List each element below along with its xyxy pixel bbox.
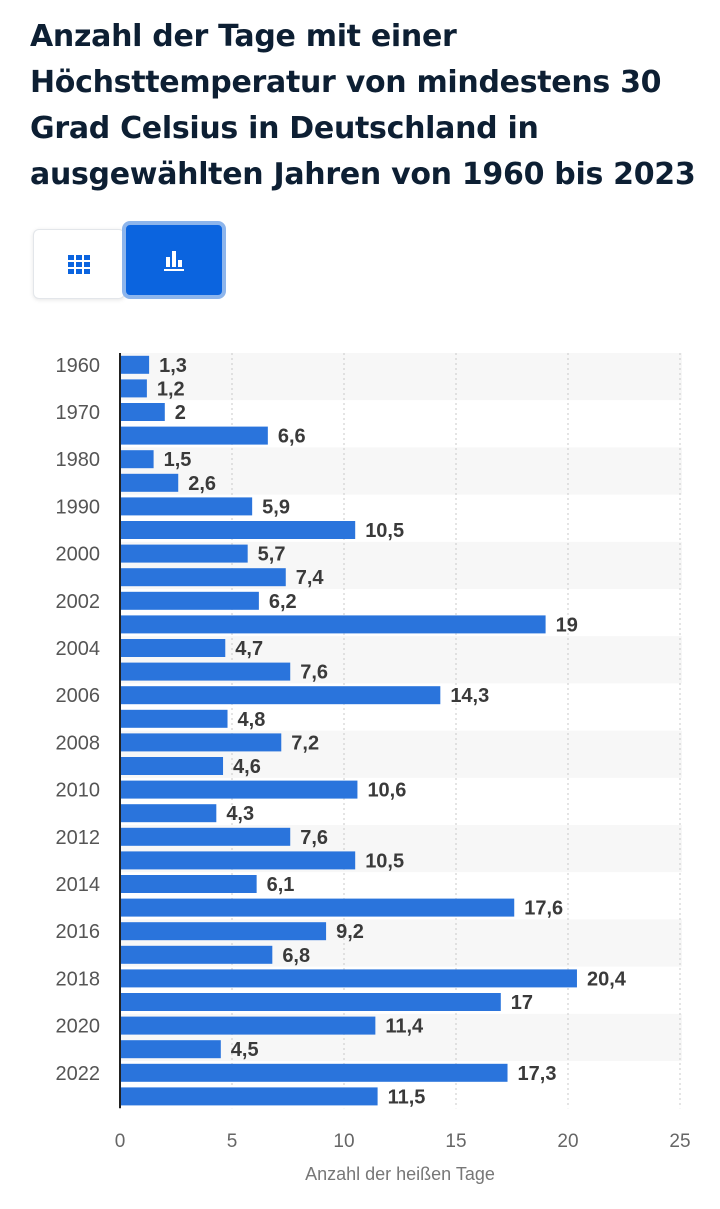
bar [120,1087,378,1106]
bar [120,568,286,587]
bar [120,591,259,610]
y-tick-label: 1990 [56,496,101,518]
bar-value-label: 14,3 [450,685,489,707]
bar [120,615,546,634]
bar [120,450,154,469]
chart-view-button[interactable] [122,221,226,299]
y-tick-label: 2008 [56,732,101,754]
bar-value-label: 6,2 [269,591,297,613]
bar-value-label: 20,4 [587,968,627,990]
bar-value-label: 6,8 [282,945,310,967]
y-tick-label: 1980 [56,449,101,471]
bar-value-label: 1,3 [159,355,187,377]
bar [120,379,147,398]
y-tick-label: 2000 [56,544,101,566]
x-axis-title: Anzahl der heißen Tage [305,1164,495,1184]
bar-chart-icon [164,251,184,271]
x-tick-label: 0 [115,1131,126,1152]
y-tick-label: 2014 [56,874,101,896]
bar-value-label: 10,5 [365,520,404,542]
bar-value-label: 19 [556,614,578,636]
y-tick-label: 2016 [56,921,101,943]
bar-value-label: 11,5 [388,1086,426,1108]
bar-value-label: 1,5 [164,449,192,471]
y-tick-label: 1970 [56,402,101,424]
bar-value-label: 2 [175,402,186,424]
bar-value-label: 7,6 [300,827,328,849]
x-tick-label: 20 [557,1131,578,1152]
x-tick-label: 15 [445,1131,466,1152]
y-tick-label: 2012 [56,827,101,849]
bar [120,686,441,705]
bar [120,945,273,964]
bar [120,733,282,752]
bar [120,922,327,941]
bar-value-label: 10,5 [365,850,404,872]
bar-value-label: 9,2 [336,921,364,943]
bar-value-label: 4,3 [226,803,254,825]
bar [120,851,356,870]
bar [120,521,356,539]
bar [120,875,257,893]
bar [120,355,150,374]
bar-value-label: 10,6 [367,780,406,802]
bar-value-label: 4,7 [235,638,263,660]
y-tick-label: 2020 [56,1016,101,1038]
y-tick-label: 1960 [56,355,101,377]
bar-chart-svg: 0 5 10 15 20 251,31,226,61,52,65,910,55,77,46… [56,353,691,1184]
y-tick-label: 2022 [56,1063,101,1085]
bar [120,544,248,563]
bar-value-label: 1,2 [157,378,185,400]
bar-value-label: 17 [511,992,533,1014]
bar-value-label: 7,4 [296,567,325,589]
bar [120,639,226,657]
bar-chart: 0 5 10 15 20 25 1,3 1,2 2 6,6 1,5 2,6 5,9 10,5 5,7 7,4 6… [0,340,720,1200]
y-tick-label: 2010 [56,780,101,802]
bar-value-label: 7,6 [300,662,328,684]
y-tick-label: 2006 [56,685,101,707]
bar [120,969,577,988]
bar-value-label: 17,6 [524,898,563,920]
bar [120,662,291,681]
bar-value-label: 2,6 [188,473,216,495]
bar-value-label: 6,6 [278,426,306,448]
bar [120,426,268,445]
bar-value-label: 5,9 [262,496,290,518]
bar [120,993,501,1011]
bar [120,780,358,799]
y-tick-label: 2004 [56,638,101,660]
x-tick-label: 5 [227,1131,238,1152]
table-grid-icon [68,254,90,274]
row-band [120,353,682,401]
bar [120,827,291,846]
chart-title: Anzahl der Tage mit einer Höchsttemperat… [30,19,696,192]
bar [120,898,515,917]
bar-value-label: 6,1 [267,874,295,896]
y-tick-label: 2018 [56,968,101,990]
x-tick-label: 10 [333,1131,354,1152]
row-band [120,447,682,495]
bar [120,709,228,728]
y-tick-label: 2002 [56,591,101,613]
bar-value-label: 4,8 [238,709,266,731]
bar-value-label: 17,3 [518,1063,557,1085]
bar [120,403,165,421]
bar [120,473,179,492]
bar [120,1016,376,1035]
bar [120,497,253,516]
bar [120,757,224,775]
bar [120,1040,221,1059]
bar-value-label: 4,6 [233,756,261,778]
x-tick-label: 25 [669,1131,690,1152]
bar [120,804,217,823]
table-view-button[interactable] [33,229,125,299]
bar-value-label: 5,7 [258,544,286,566]
bar [120,1063,508,1082]
bar-value-label: 7,2 [291,732,319,754]
bar-value-label: 11,4 [385,1016,424,1038]
bar-value-label: 4,5 [231,1039,259,1061]
